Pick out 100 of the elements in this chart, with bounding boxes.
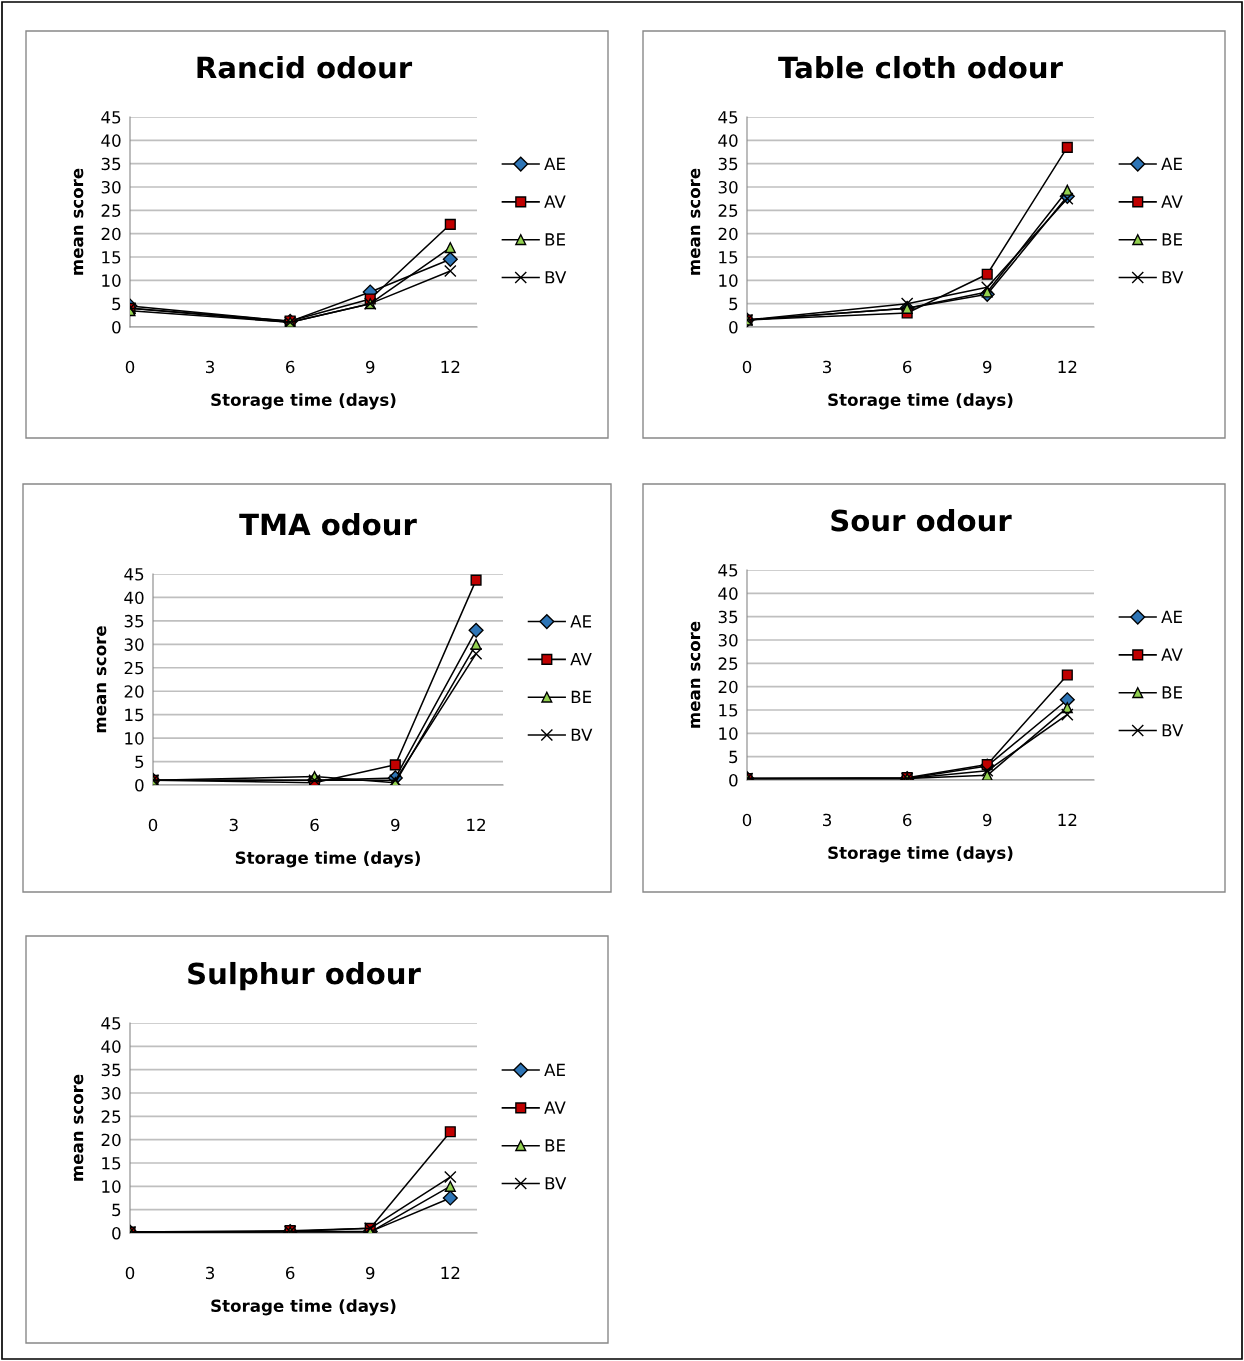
x-tick-label: 12 xyxy=(1058,813,1077,826)
x-tick-label: 9 xyxy=(391,818,400,832)
y-tick-label: 45 xyxy=(718,111,738,124)
legend-label: AE xyxy=(1161,157,1182,170)
legend-label: AE xyxy=(544,1063,565,1076)
legend-label: BE xyxy=(571,690,592,703)
x-tick-label: 9 xyxy=(982,813,992,827)
y-tick-label: 25 xyxy=(101,204,121,217)
y-tick-label: 10 xyxy=(102,1180,121,1193)
y-tick-label: 15 xyxy=(102,251,121,264)
y-tick-label: 30 xyxy=(718,633,738,647)
y-tick-label: 0 xyxy=(135,778,144,792)
legend-label: AV xyxy=(544,195,566,208)
y-tick-label: 35 xyxy=(101,157,121,171)
chart-title: TMA odour xyxy=(239,512,417,536)
x-tick-label: 12 xyxy=(441,360,460,373)
y-tick-label: 0 xyxy=(729,773,738,787)
y-tick-label: 45 xyxy=(718,564,738,577)
y-tick-label: 15 xyxy=(102,1157,121,1170)
legend-label: BE xyxy=(545,233,565,246)
x-tick-label: 0 xyxy=(742,813,752,827)
y-axis-title: mean score xyxy=(73,1074,84,1181)
legend-label: BE xyxy=(1162,233,1182,246)
x-tick-label: 6 xyxy=(286,1266,295,1280)
x-tick-label: 6 xyxy=(286,360,295,374)
y-tick-label: 30 xyxy=(124,638,144,651)
legend-label: AE xyxy=(570,615,592,628)
legend-label: BE xyxy=(1162,686,1182,699)
y-tick-label: 40 xyxy=(101,134,121,147)
y-tick-label: 5 xyxy=(729,297,738,311)
legend-label: BV xyxy=(545,271,567,284)
legend-label: BV xyxy=(1162,271,1184,284)
chart-title: Sulphur odour xyxy=(188,961,421,991)
y-axis-title: mean score xyxy=(96,626,107,733)
x-tick-label: 0 xyxy=(148,818,158,832)
x-axis-title: Storage time (days) xyxy=(828,846,1013,863)
y-tick-label: 30 xyxy=(718,180,738,194)
y-tick-label: 15 xyxy=(719,251,738,264)
x-tick-label: 3 xyxy=(229,818,238,832)
x-tick-label: 6 xyxy=(903,813,912,827)
x-tick-label: 6 xyxy=(903,360,912,374)
y-tick-label: 20 xyxy=(124,685,144,698)
legend-label: AV xyxy=(570,653,592,666)
y-tick-label: 10 xyxy=(719,727,738,740)
x-axis-title: Storage time (days) xyxy=(211,1299,396,1316)
x-tick-label: 0 xyxy=(742,360,752,374)
y-tick-label: 5 xyxy=(135,755,144,769)
y-tick-label: 10 xyxy=(719,274,738,287)
x-tick-label: 3 xyxy=(823,813,832,827)
legend-label: AE xyxy=(1161,610,1182,623)
y-tick-label: 40 xyxy=(718,134,738,147)
y-tick-label: 45 xyxy=(101,111,121,124)
y-tick-label: 45 xyxy=(101,1017,121,1030)
y-tick-label: 5 xyxy=(729,750,738,764)
legend-label: BV xyxy=(545,1177,567,1190)
y-axis-title: mean score xyxy=(73,168,84,275)
x-axis-title: Storage time (days) xyxy=(235,851,420,868)
chart-title: Table cloth odour xyxy=(778,55,1063,79)
x-tick-label: 6 xyxy=(310,818,319,832)
x-tick-label: 9 xyxy=(365,1266,375,1280)
y-tick-label: 5 xyxy=(112,297,121,311)
y-tick-label: 20 xyxy=(101,1133,121,1147)
y-tick-label: 20 xyxy=(718,680,738,694)
x-tick-label: 3 xyxy=(823,360,832,374)
y-axis-title: mean score xyxy=(690,168,701,275)
y-tick-label: 20 xyxy=(718,227,738,241)
y-tick-label: 25 xyxy=(718,204,738,217)
x-tick-label: 9 xyxy=(365,360,375,374)
legend-label: AE xyxy=(544,157,565,170)
legend-label: BV xyxy=(571,728,593,741)
y-tick-label: 45 xyxy=(124,568,144,581)
x-tick-label: 12 xyxy=(441,1266,460,1279)
y-tick-label: 0 xyxy=(729,320,738,334)
legend-label: BV xyxy=(1162,724,1184,737)
legend-label: BE xyxy=(545,1139,565,1152)
x-axis-title: Storage time (days) xyxy=(211,393,396,410)
y-tick-label: 25 xyxy=(124,661,144,675)
y-tick-label: 35 xyxy=(718,610,738,624)
x-tick-label: 9 xyxy=(982,360,992,374)
x-tick-label: 3 xyxy=(206,360,215,374)
x-tick-label: 12 xyxy=(467,818,486,831)
legend-label: AV xyxy=(1161,648,1183,661)
y-tick-label: 10 xyxy=(125,732,144,745)
x-tick-label: 3 xyxy=(206,1266,215,1280)
y-tick-label: 35 xyxy=(718,157,738,171)
y-tick-label: 15 xyxy=(719,704,738,717)
y-tick-label: 25 xyxy=(101,1110,121,1123)
y-tick-label: 40 xyxy=(124,591,144,605)
y-tick-label: 0 xyxy=(112,1226,121,1240)
y-tick-label: 0 xyxy=(112,320,121,334)
legend-label: AV xyxy=(544,1101,566,1114)
y-tick-label: 20 xyxy=(101,227,121,241)
y-tick-label: 30 xyxy=(101,180,121,194)
y-axis-title: mean score xyxy=(690,621,701,728)
y-tick-label: 25 xyxy=(718,657,738,670)
legend-label: AV xyxy=(1161,195,1183,208)
y-tick-label: 5 xyxy=(112,1203,121,1217)
y-tick-label: 15 xyxy=(125,708,144,722)
y-tick-label: 35 xyxy=(124,614,144,628)
y-tick-label: 40 xyxy=(101,1040,121,1053)
